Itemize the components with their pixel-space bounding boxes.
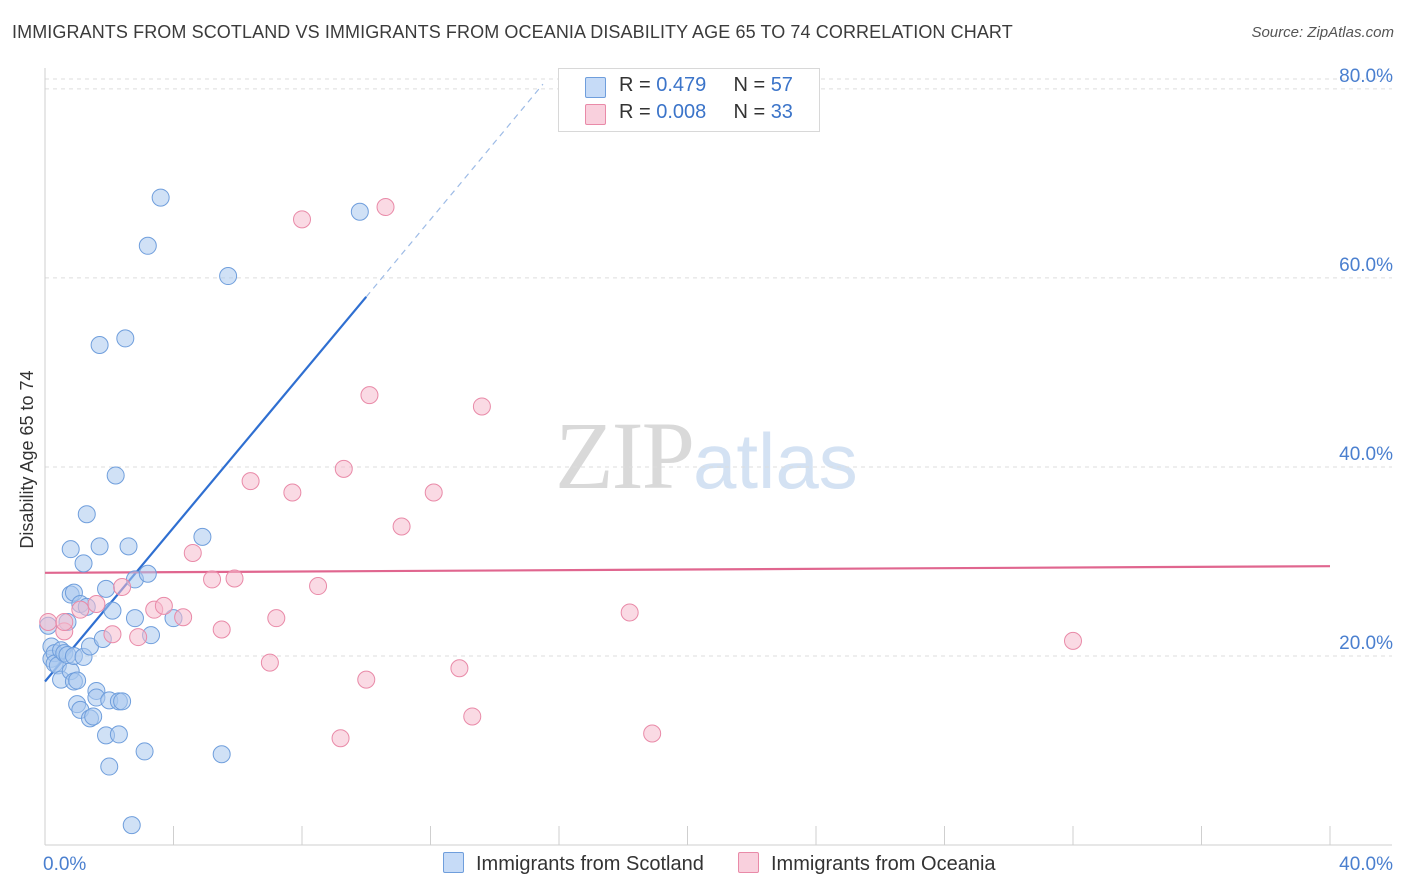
legend-scotland-stats: R = 0.479 N = 57 [619,74,793,97]
oceania-point [87,594,106,613]
scotland-point [138,236,157,255]
oceania-swatch-icon [585,104,606,125]
y-tick-label: 60.0% [1339,255,1393,276]
scotland-point [90,537,109,556]
source-label: Source: ZipAtlas.com [1251,24,1394,41]
scotland-point [100,757,119,776]
scotland-swatch-icon [585,77,606,98]
oceania-point [309,577,328,596]
scotland-point [61,540,80,559]
oceania-point [225,569,244,588]
oceania-point [283,483,302,502]
oceania-point [71,600,90,619]
oceania-point [293,210,311,229]
y-tick-label: 80.0% [1339,66,1393,87]
scotland-point [212,745,231,764]
scotland-point [84,707,103,726]
bottom-legend-scotland-label: Immigrants from Scotland [476,853,704,875]
label-layer: 20.0% 40.0% 60.0% 80.0% 0.0% 40.0% Disability … [17,66,1393,875]
oceania-point [376,198,395,217]
oceania-point [174,608,193,627]
trend-layer [44,83,1331,683]
y-axis-label: Disability Age 65 to 74 [17,370,37,548]
oceania-point [472,397,491,416]
oceania-point [113,577,132,596]
y-tick-label: 40.0% [1339,444,1393,465]
scotland-point [90,336,109,355]
legend-oceania-r-label: R = [619,101,657,123]
scotland-point [113,692,132,711]
oceania-point [463,707,482,726]
oceania-point [129,628,148,647]
scotland-legend-swatch-icon [443,852,464,873]
legend-oceania-r-value: 0.008 [656,101,707,123]
legend-oceania-n-label: N = [733,101,771,123]
oceania-point [1064,631,1082,650]
watermark: ZIPatlas [555,400,858,511]
scotland-point [109,725,128,744]
scotland-point [103,601,122,620]
scotland-point [119,537,138,556]
scotland-points [39,188,369,835]
chart-title: IMMIGRANTS FROM SCOTLAND VS IMMIGRANTS F… [12,22,1013,42]
scotland-point [350,202,369,221]
x-tick-label: 40.0% [1339,854,1393,875]
bottom-legend-oceania-label: Immigrants from Oceania [771,853,996,875]
scotland-point [135,742,154,761]
scotland-point [122,816,141,835]
oceania-point [620,603,639,622]
scotland-trend-extension [365,83,544,298]
watermark-atlas: atlas [693,417,858,505]
oceania-point [39,612,58,631]
scotland-point [77,505,96,524]
scotland-point [68,671,87,690]
scotland-point [74,554,93,573]
scotland-point [151,188,170,207]
legend-scotland-n-label: N = [733,74,771,96]
oceania-legend-swatch-icon [738,852,759,873]
oceania-point [241,472,260,491]
y-tick-label: 20.0% [1339,633,1393,654]
oceania-point [203,570,222,589]
scotland-trend-line [44,296,368,683]
oceania-point [267,609,286,628]
oceania-point [260,653,279,672]
scotland-point [138,564,157,583]
bottom-legend-oceania: Immigrants from Oceania [738,852,996,876]
oceania-point [450,659,469,678]
oceania-point [212,620,231,639]
scotland-point [219,267,238,286]
scotland-point [193,527,212,546]
legend-scotland-r-value: 0.479 [656,74,707,96]
legend-oceania-stats: R = 0.008 N = 33 [619,101,793,124]
correlation-legend: R = 0.479 N = 57 R = 0.008 N = 33 [558,68,820,132]
oceania-point [392,517,411,536]
oceania-point [103,625,122,644]
axis-layer [44,68,1392,846]
oceania-trend-line [44,565,1331,574]
legend-scotland-n-value: 57 [770,74,793,96]
oceania-point [360,386,379,405]
oceania-points [39,198,1082,748]
scotland-point [125,609,144,628]
legend-oceania-n-value: 33 [770,101,793,123]
legend-scotland-r-label: R = [619,74,657,96]
oceania-point [154,596,173,615]
oceania-point [357,670,376,689]
oceania-point [334,459,353,478]
x-tick-label: 0.0% [43,854,86,875]
scotland-point [106,466,125,485]
scotland-point [116,329,135,348]
bottom-legend-scotland: Immigrants from Scotland [443,852,704,876]
oceania-point [424,483,443,502]
scotland-point [97,579,116,598]
oceania-point [643,724,662,743]
oceania-point [55,612,74,631]
oceania-point [331,729,350,748]
oceania-point [183,543,202,562]
watermark-zip: ZIP [555,402,695,509]
